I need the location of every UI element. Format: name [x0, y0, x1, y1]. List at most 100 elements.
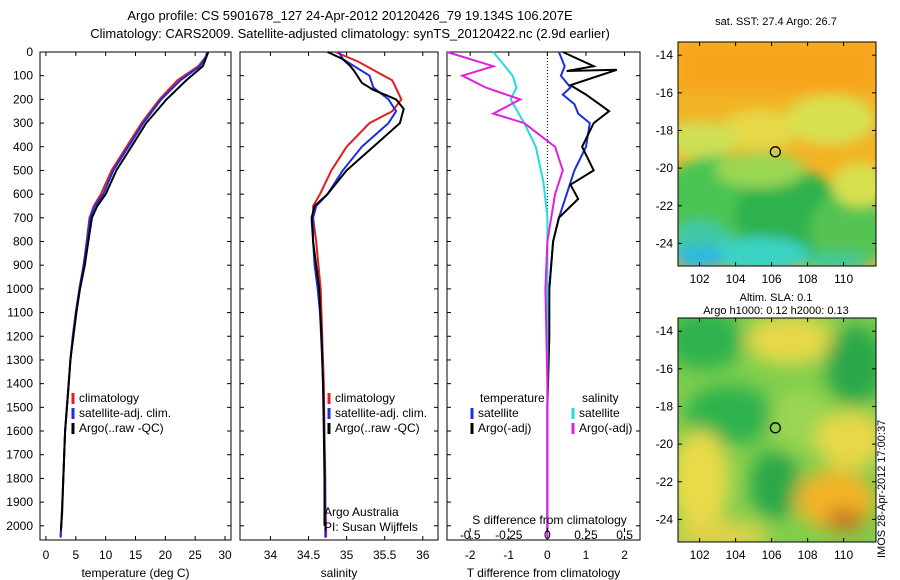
argo-float-location-marker [769, 422, 781, 434]
map-x-tick-label: 108 [798, 548, 818, 562]
depth-tick-label: 500 [13, 163, 33, 177]
x-axis-label-1: temperature (deg C) [81, 566, 189, 580]
legend-entry: satellite [478, 406, 519, 420]
chart-title-line2: Climatology: CARS2009. Satellite-adjuste… [90, 26, 610, 41]
sst-field [678, 42, 876, 266]
secondary-tick-label: 0.5 [616, 528, 633, 542]
chart-title-line1: Argo profile: CS 5901678_127 24-Apr-2012… [127, 8, 573, 23]
map-y-tick-label: -16 [656, 86, 674, 100]
series-line-temperature-argo-adj- [546, 51, 618, 538]
annotation-pi: PI: Susan Wijffels [324, 520, 418, 534]
legend-entry: Argo(..raw -QC) [79, 421, 164, 435]
x-tick-label: 36 [416, 548, 430, 562]
x-tick-label: -1 [503, 548, 514, 562]
map-y-tick-label: -22 [656, 199, 674, 213]
x-tick-label: 25 [189, 548, 203, 562]
legend-group-title: salinity [582, 391, 619, 405]
map-x-tick-label: 104 [726, 272, 746, 286]
legend-entry: climatology [335, 391, 395, 405]
x-tick-label: 2 [621, 548, 628, 562]
sla-map-title: Altim. SLA: 0.1 [739, 292, 813, 304]
map-frame-1 [677, 41, 877, 267]
sla-map [678, 318, 876, 542]
legend-entry: Argo(..raw -QC) [335, 421, 420, 435]
depth-tick-label: 700 [13, 211, 33, 225]
map-y-tick-label: -18 [656, 123, 674, 137]
depth-tick-label: 200 [13, 92, 33, 106]
x-tick-label: 30 [218, 548, 232, 562]
map-x-tick-label: 110 [834, 272, 853, 286]
depth-tick-label: 400 [13, 140, 33, 154]
map-y-tick-label: -24 [656, 512, 674, 526]
x-tick-label: -2 [465, 548, 476, 562]
legend-entry: climatology [79, 391, 139, 405]
argo-float-location-marker [769, 146, 781, 158]
x-tick-label: 0 [544, 548, 551, 562]
depth-tick-label: 900 [13, 258, 33, 272]
sla-field [678, 318, 876, 542]
depth-tick-label: 1300 [6, 353, 33, 367]
legend-entry: satellite [579, 406, 620, 420]
depth-tick-label: 1500 [6, 400, 33, 414]
series-line-argo-raw-qc- [310, 51, 405, 526]
depth-tick-label: 0 [26, 45, 33, 59]
legend-entry: satellite-adj. clim. [79, 406, 171, 420]
x-tick-label: 34 [264, 548, 278, 562]
map-x-tick-label: 110 [834, 548, 853, 562]
x-tick-label: 0 [43, 548, 50, 562]
legend-entry: Argo(-adj) [579, 421, 632, 435]
map-y-tick-label: -22 [656, 475, 674, 489]
sst-map-title: sat. SST: 27.4 Argo: 26.7 [715, 16, 837, 28]
panel-frame-2 [239, 51, 439, 541]
map-y-tick-label: -14 [656, 48, 674, 62]
depth-tick-label: 1700 [6, 448, 33, 462]
x-tick-label: 1 [583, 548, 590, 562]
map-y-tick-label: -16 [656, 362, 674, 376]
depth-tick-label: 100 [13, 69, 33, 83]
x-axis-label-3: T difference from climatology [467, 566, 621, 580]
map-y-tick-label: -14 [656, 324, 674, 338]
legend-entry: Argo(-adj) [478, 421, 531, 435]
depth-tick-label: 1400 [6, 377, 33, 391]
map-x-tick-label: 106 [762, 272, 782, 286]
map-x-tick-label: 102 [690, 548, 710, 562]
depth-tick-label: 600 [13, 187, 33, 201]
panel-frame-3 [446, 51, 641, 541]
map-x-tick-label: 108 [798, 272, 818, 286]
series-line-argo-raw-qc- [59, 51, 210, 531]
secondary-axis-label: S difference from climatology [472, 513, 627, 527]
depth-tick-label: 1200 [6, 329, 33, 343]
secondary-tick-label: 0.25 [574, 528, 598, 542]
x-tick-label: 10 [99, 548, 113, 562]
secondary-tick-label: -0.25 [495, 528, 523, 542]
map-x-tick-label: 106 [762, 548, 782, 562]
map-frame-2 [677, 317, 877, 543]
map-y-tick-label: -24 [656, 236, 674, 250]
depth-tick-label: 2000 [6, 519, 33, 533]
legend-entry: satellite-adj. clim. [335, 406, 427, 420]
x-tick-label: 35 [340, 548, 354, 562]
panel-frame-1 [39, 51, 232, 541]
map-x-tick-label: 102 [690, 272, 710, 286]
annotation-argo-australia: Argo Australia [324, 505, 399, 519]
map-y-tick-label: -20 [656, 161, 674, 175]
x-tick-label: 15 [129, 548, 143, 562]
sla-map-subtitle: Argo h1000: 0.12 h2000: 0.13 [703, 305, 849, 317]
depth-tick-label: 1800 [6, 471, 33, 485]
x-tick-label: 35.5 [373, 548, 397, 562]
series-line-salinity-argo-adj- [446, 51, 564, 538]
x-tick-label: 20 [159, 548, 173, 562]
depth-tick-label: 1000 [6, 282, 33, 296]
depth-tick-label: 1600 [6, 424, 33, 438]
map-y-tick-label: -20 [656, 437, 674, 451]
map-x-tick-label: 104 [726, 548, 746, 562]
x-tick-label: 5 [72, 548, 79, 562]
depth-tick-label: 1900 [6, 495, 33, 509]
x-axis-label-2: salinity [321, 566, 358, 580]
map-y-tick-label: -18 [656, 399, 674, 413]
secondary-tick-label: -0.5 [460, 528, 481, 542]
secondary-tick-label: 0 [544, 528, 551, 542]
legend-group-title: temperature [480, 391, 545, 405]
x-tick-label: 34.5 [297, 548, 321, 562]
